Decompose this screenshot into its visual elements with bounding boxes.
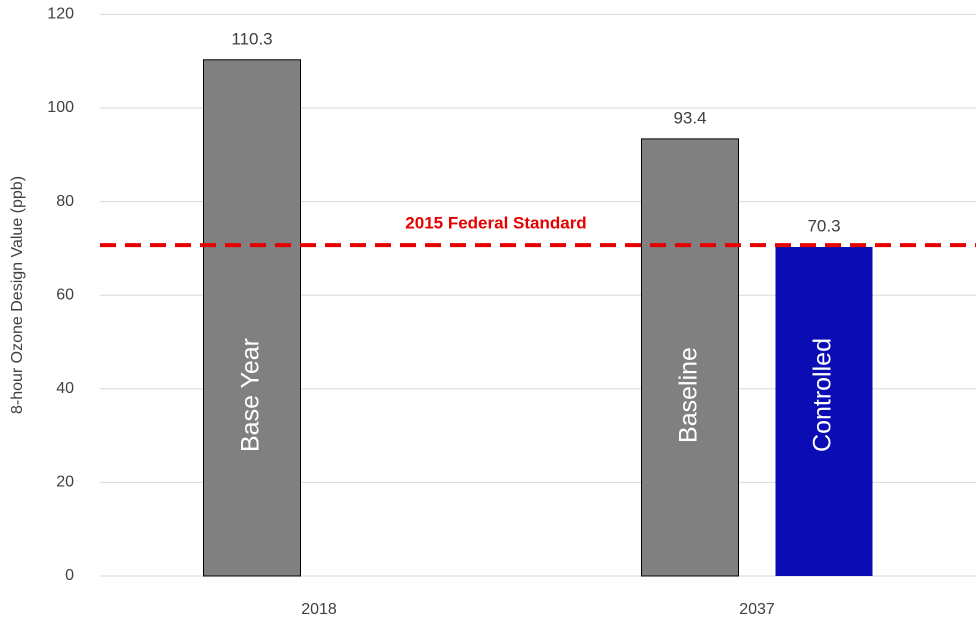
value-label: 93.4 (673, 108, 706, 127)
y-tick-label: 20 (56, 474, 74, 491)
y-tick-label: 60 (56, 286, 74, 303)
value-label: 110.3 (231, 29, 272, 48)
y-tick-label: 100 (47, 99, 74, 116)
bar-name-label: Baseline (675, 347, 703, 443)
bar (203, 59, 301, 577)
y-tick-label: 80 (56, 193, 74, 210)
bar-name-label: Controlled (809, 338, 837, 452)
bar-name-label: Base Year (237, 338, 265, 452)
x-tick-label: 2018 (301, 601, 337, 618)
bar (775, 246, 873, 576)
y-tick-label: 0 (65, 567, 74, 584)
x-tick-label: 2037 (739, 601, 775, 618)
reference-line-label: 2015 Federal Standard (405, 214, 586, 233)
value-label: 70.3 (807, 216, 840, 235)
y-axis-label: 8-hour Ozone Design Value (ppb) (9, 176, 26, 414)
y-tick-label: 40 (56, 380, 74, 397)
y-tick-label: 120 (47, 6, 74, 23)
bar (641, 138, 739, 577)
